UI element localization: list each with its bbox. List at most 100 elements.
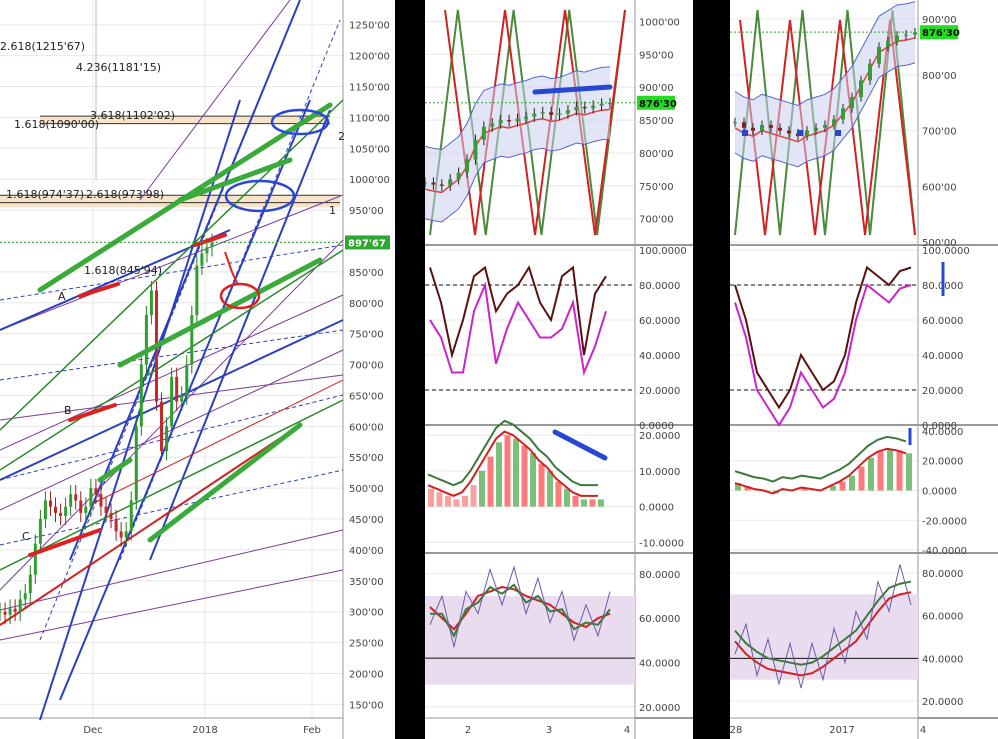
y-tick-label: 1100'00 bbox=[349, 113, 390, 124]
candle-body bbox=[134, 426, 138, 501]
candle-body bbox=[170, 376, 174, 427]
y-tick-label: 800'00 bbox=[639, 149, 674, 160]
macd-histogram-bar bbox=[735, 483, 741, 491]
candle-body bbox=[557, 113, 562, 115]
y-tick-label: 750'00 bbox=[349, 330, 384, 341]
y-tick-label: 20.0000 bbox=[922, 457, 963, 468]
candle-body bbox=[124, 531, 128, 538]
last-price-label: 876'30 bbox=[639, 99, 677, 110]
y-tick-label: 40.0000 bbox=[922, 351, 963, 362]
rsi-line bbox=[734, 580, 912, 666]
y-tick-label: 950'00 bbox=[349, 206, 384, 217]
candle-body bbox=[99, 494, 103, 507]
macd-histogram-bar bbox=[598, 499, 604, 507]
candle-body bbox=[195, 265, 199, 316]
macd-histogram-bar bbox=[445, 495, 451, 507]
candle-body bbox=[507, 120, 512, 122]
candle-body bbox=[28, 574, 32, 594]
candle-body bbox=[913, 32, 917, 35]
candle-body bbox=[185, 364, 189, 396]
candle-body bbox=[490, 123, 495, 127]
candle-body bbox=[473, 139, 478, 160]
candle-body bbox=[523, 116, 528, 119]
y-tick-label: 20.0000 bbox=[639, 703, 680, 714]
middle-chart-window: 1000'00 950'00 900'00 850'00 800'00 750'00 700… bbox=[425, 0, 693, 739]
y-tick-label: 100.0000 bbox=[922, 246, 970, 257]
candle-body bbox=[877, 46, 881, 64]
candle-body bbox=[850, 97, 854, 109]
x-tick-label: 4 bbox=[624, 725, 630, 736]
candle-body bbox=[59, 512, 63, 516]
candle-body bbox=[8, 608, 12, 615]
candle-body bbox=[456, 172, 461, 180]
macd-histogram-bar bbox=[479, 470, 485, 507]
y-tick-label: 950'00 bbox=[639, 50, 674, 61]
support-line bbox=[0, 249, 344, 471]
candle-body bbox=[18, 599, 22, 612]
rsi-line bbox=[734, 591, 912, 677]
y-tick-label: 60.0000 bbox=[922, 316, 963, 327]
y-tick-label: 0.0000 bbox=[922, 487, 957, 498]
fib-annotation: 1.618(1090'00) bbox=[14, 118, 99, 131]
macd-histogram-bar bbox=[887, 448, 893, 491]
y-tick-label: 650'00 bbox=[349, 391, 384, 402]
candle-body bbox=[104, 506, 108, 513]
dashed-line bbox=[0, 394, 344, 481]
y-tick-label: 40.0000 bbox=[922, 654, 963, 665]
macd-histogram-bar bbox=[589, 499, 596, 507]
x-tick-label: 4 bbox=[920, 725, 926, 736]
macd-histogram-bar bbox=[868, 457, 874, 491]
candle-body bbox=[160, 401, 164, 452]
y-tick-label: 800'00 bbox=[349, 299, 384, 310]
red-segment bbox=[28, 528, 102, 557]
y-tick-label: 60.0000 bbox=[922, 612, 963, 623]
candle-body bbox=[190, 315, 194, 365]
fib-annotation: 1.618(845'94) bbox=[84, 264, 162, 277]
x-tick-label: 28 bbox=[730, 725, 742, 736]
y-tick-label: 100.0000 bbox=[639, 246, 687, 257]
hand-number: 2 bbox=[338, 130, 345, 143]
bollinger-lower bbox=[734, 62, 916, 168]
hand-letter: A bbox=[58, 290, 66, 303]
stochastic-d bbox=[429, 281, 607, 377]
y-tick-label: 150'00 bbox=[349, 700, 384, 711]
y-tick-label: 350'00 bbox=[349, 577, 384, 588]
main-price-chart[interactable]: 1250'001200'001150'001100'001050'001000'… bbox=[0, 0, 395, 739]
y-tick-label: -40.0000 bbox=[922, 546, 967, 557]
candle-body bbox=[180, 395, 184, 402]
red-segment bbox=[193, 233, 227, 247]
x-tick-label: 3 bbox=[546, 725, 552, 736]
marker bbox=[797, 130, 803, 136]
middle-chart-stack[interactable]: 1000'00 950'00 900'00 850'00 800'00 750'00 700… bbox=[425, 0, 693, 739]
candle-body bbox=[540, 112, 545, 114]
candle-body bbox=[549, 112, 554, 115]
rsi-band bbox=[425, 595, 635, 685]
red-segment bbox=[68, 403, 117, 422]
y-tick-label: 250'00 bbox=[349, 639, 384, 650]
hand-drawn-segment bbox=[552, 429, 608, 461]
macd-histogram-bar bbox=[581, 499, 587, 507]
candle-body bbox=[498, 120, 503, 124]
hand-letter: B bbox=[64, 404, 72, 417]
macd-histogram-bar bbox=[436, 492, 443, 507]
macd-histogram-bar bbox=[487, 456, 494, 507]
fib-annotation: 3.618(1102'02) bbox=[90, 109, 175, 122]
y-tick-label: 80.0000 bbox=[639, 570, 680, 581]
y-tick-label: 60.0000 bbox=[639, 316, 680, 327]
last-price-badge bbox=[345, 235, 390, 250]
fib-segment bbox=[117, 257, 323, 368]
candle-body bbox=[23, 593, 27, 600]
candle-body bbox=[205, 247, 209, 254]
y-tick-label: 1250'00 bbox=[349, 21, 390, 32]
candle-body bbox=[823, 125, 827, 128]
candle-body bbox=[904, 34, 908, 36]
macd-line bbox=[427, 419, 598, 487]
macd-histogram-bar bbox=[504, 435, 511, 507]
candle-body bbox=[3, 611, 7, 615]
fib-segment bbox=[177, 157, 293, 203]
red-segment bbox=[78, 282, 120, 298]
fib-segment bbox=[147, 422, 303, 543]
y-tick-label: 700'00 bbox=[922, 127, 957, 138]
x-tick-label: Feb bbox=[303, 725, 321, 736]
